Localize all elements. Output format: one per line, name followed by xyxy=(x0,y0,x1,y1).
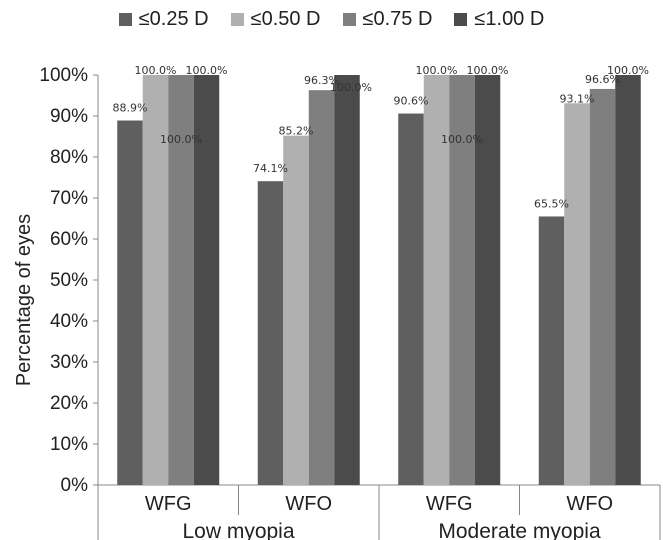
y-tick-label: 70% xyxy=(50,188,88,209)
bar-s1-c0 xyxy=(142,75,169,485)
bar-s0-c1 xyxy=(257,181,284,485)
data-label-s2-c1: 96.3% xyxy=(304,74,339,87)
data-label-s3-c3: 100.0% xyxy=(607,64,649,77)
y-tick-label: 60% xyxy=(50,229,88,250)
legend-item-1: ≤0.50 D xyxy=(230,8,321,31)
bar-s1-c1 xyxy=(283,135,309,485)
bar-s1-c3 xyxy=(564,103,590,485)
data-label-s3-c2: 100.0% xyxy=(467,64,509,77)
legend-swatch-1 xyxy=(230,13,244,26)
axes: 0% 10% 20% 30% 40% 50% 60% 70% 80% 90% 100% WFG WFO W… xyxy=(39,65,661,540)
legend-label-2: ≤0.75 D xyxy=(362,8,433,30)
data-label-s2-c3: 96.6% xyxy=(585,73,620,86)
data-label-s2-c2: 100.0% xyxy=(441,133,483,146)
legend: ≤0.25 D ≤0.50 D ≤0.75 D ≤1.00 D xyxy=(0,8,663,31)
legend-item-3: ≤1.00 D xyxy=(454,8,544,31)
data-label-s2-c0: 100.0% xyxy=(160,133,202,146)
x-group-label: Low myopia xyxy=(182,520,294,540)
legend-swatch-0 xyxy=(118,13,132,26)
data-label-s0-c0: 88.9% xyxy=(113,102,148,115)
bar-s0-c3 xyxy=(538,216,565,485)
bar-s2-c1 xyxy=(308,90,335,486)
bar-s1-c2 xyxy=(423,75,450,485)
y-tick-label: 20% xyxy=(50,393,88,414)
bar-s3-c0 xyxy=(193,75,220,485)
y-tick-label: 50% xyxy=(50,270,88,291)
bar-s0-c0 xyxy=(117,120,143,485)
legend-label-0: ≤0.25 D xyxy=(138,8,209,30)
data-label-s0-c3: 65.5% xyxy=(534,197,569,210)
data-label-s3-c1: 100.0% xyxy=(330,81,372,94)
legend-item-0: ≤0.25 D xyxy=(118,8,209,31)
x-category-label: WFG xyxy=(426,493,473,515)
y-tick-label: 0% xyxy=(61,475,89,496)
bar-s2-c0 xyxy=(168,75,194,485)
bar-s3-c3 xyxy=(615,75,641,485)
legend-swatch-3 xyxy=(454,13,468,26)
y-tick-label: 10% xyxy=(50,434,88,455)
legend-label-3: ≤1.00 D xyxy=(474,8,545,30)
data-label-s0-c1: 74.1% xyxy=(253,162,288,175)
x-category-label: WFO xyxy=(566,493,613,515)
x-category-label: WFG xyxy=(145,493,192,515)
y-tick-label: 100% xyxy=(39,65,88,86)
y-tick-label: 80% xyxy=(50,147,88,168)
x-category-label: WFO xyxy=(285,493,332,515)
bar-s2-c3 xyxy=(589,88,616,485)
y-tick-label: 30% xyxy=(50,352,88,373)
bar-s3-c1 xyxy=(334,75,360,485)
legend-item-2: ≤0.75 D xyxy=(342,8,433,31)
data-labels: 88.9%100.0%100.0%100.0%74.1%85.2%96.3%10… xyxy=(113,64,649,210)
data-label-s1-c0: 100.0% xyxy=(135,64,177,77)
data-label-s0-c2: 90.6% xyxy=(394,95,429,108)
bars xyxy=(117,75,641,486)
x-group-label: Moderate myopia xyxy=(438,520,601,540)
legend-swatch-2 xyxy=(342,13,356,26)
data-label-s1-c2: 100.0% xyxy=(416,64,458,77)
y-axis-title: Percentage of eyes xyxy=(13,214,35,386)
bar-s3-c2 xyxy=(474,75,501,485)
data-label-s1-c3: 93.1% xyxy=(560,92,595,105)
y-tick-label: 40% xyxy=(50,311,88,332)
legend-label-1: ≤0.50 D xyxy=(250,8,321,30)
bar-s0-c2 xyxy=(398,113,424,485)
bar-s2-c2 xyxy=(449,75,475,485)
y-tick-label: 90% xyxy=(50,106,88,127)
data-label-s3-c0: 100.0% xyxy=(186,64,228,77)
data-label-s1-c1: 85.2% xyxy=(279,125,314,138)
